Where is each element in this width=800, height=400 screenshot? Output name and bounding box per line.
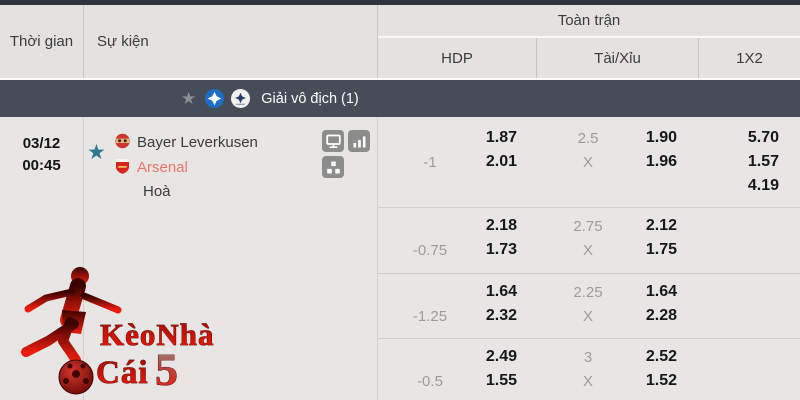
odd-value-under[interactable]: 2.28 [645,307,677,324]
odds-row: 1.64 -1.25 2.32 2.25 1.64 X 2.28 [378,280,800,328]
odd-value-over[interactable]: 2.12 [645,217,677,234]
odd-value-hdp-away[interactable]: 1.73 [485,241,517,258]
watermark-digit-5: 5 [155,344,178,395]
odds-table-body: 03/12 00:45 ★ Bayer Leverkusen Arsenal H… [0,117,800,400]
monitor-icon [325,134,341,148]
odd-value-over[interactable]: 2.52 [645,348,677,365]
odd-value-hdp-home[interactable]: 2.18 [485,217,517,234]
hdp-cell: 1.64 -1.25 2.32 [378,280,536,328]
odd-value-over[interactable]: 1.64 [645,283,677,300]
odd-value-1x2-draw[interactable]: 1.57 [747,153,779,170]
column-header-event: Sự kiện [97,33,149,50]
over-under-cell: 2.25 1.64 X 2.28 [536,280,698,328]
home-team-name[interactable]: Bayer Leverkusen [137,134,258,151]
over-under-cell: 2.75 2.12 X 1.75 [536,214,698,262]
odd-value-under[interactable]: 1.52 [645,372,677,389]
header-divider [83,5,84,78]
table-header: Thời gian Sự kiện Toàn trận HDP Tài/Xỉu … [0,5,800,78]
odd-value-hdp-home[interactable]: 2.49 [485,348,517,365]
ou-line-label: 2.75 [573,217,603,235]
watermark-text-cai: Cái [96,355,149,391]
row-separator [378,207,800,208]
odd-value-hdp-home[interactable]: 1.87 [485,129,517,146]
over-under-cell: 3 2.52 X 1.52 [536,345,698,393]
match-kickoff-time: 00:45 [22,157,61,174]
odds-row: 1.87 -1 2.01 2.5 1.90 X 1.96 5.70 1.57 4.19 [378,126,800,198]
ou-x-label: X [582,153,593,171]
champions-league-ball-icon [205,89,225,108]
favorite-star-icon[interactable]: ★ [181,89,197,108]
hdp-line-label: -1.25 [412,307,448,325]
ou-x-label: X [582,372,593,390]
row-separator [378,338,800,339]
live-tv-button[interactable] [322,130,344,152]
column-header-full-match: Toàn trận [557,12,621,29]
column-header-time: Thời gian [9,33,74,50]
body-divider [83,117,84,400]
hdp-line-label: -1 [423,153,437,171]
match-datetime: 03/12 00:45 [0,133,83,177]
1x2-cell [698,280,800,328]
hdp-line-label: -0.75 [412,241,448,259]
column-header-over-under: Tài/Xỉu [536,38,698,78]
league-badge-icon [231,89,251,108]
header-divider [378,36,800,38]
odd-value-1x2-home[interactable]: 5.70 [747,129,779,146]
odds-row: 2.49 -0.5 1.55 3 2.52 X 1.52 [378,345,800,393]
bar-chart-icon [353,136,365,147]
ou-x-label: X [582,241,593,259]
odd-value-1x2-away[interactable]: 4.19 [747,177,779,194]
odd-value-over[interactable]: 1.90 [645,129,677,146]
odd-value-hdp-away[interactable]: 2.32 [485,307,517,324]
soccer-ball [58,359,94,395]
column-header-hdp: HDP [441,49,473,67]
odd-value-hdp-home[interactable]: 1.64 [485,283,517,300]
ou-line-label: 3 [583,348,593,366]
over-under-cell: 2.5 1.90 X 1.96 [536,126,698,198]
home-team-logo [115,133,130,149]
row-separator [378,273,800,274]
ou-line-label: 2.25 [573,283,603,301]
market-subheader-row: HDP Tài/Xỉu 1X2 [378,38,800,78]
body-divider [377,117,378,400]
match-date: 03/12 [22,135,61,152]
league-name: Giải vô địch (1) [261,90,359,107]
watermark-text-keonha: KèoNhà [100,317,215,352]
odd-value-under[interactable]: 1.75 [645,241,677,258]
keonhacai-watermark-logo: KèoNhà Cái 5 [21,267,215,395]
hdp-line-label: -0.5 [417,372,443,390]
league-header-bar[interactable]: ★ Giải vô địch (1) [0,78,800,117]
lineup-button[interactable] [322,156,344,178]
1x2-cell [698,345,800,393]
top-strip [0,0,800,5]
odd-value-under[interactable]: 1.96 [645,153,677,170]
away-team-logo [116,159,129,174]
odd-value-hdp-away[interactable]: 2.01 [485,153,517,170]
sitemap-icon [326,161,340,173]
hdp-cell: 2.49 -0.5 1.55 [378,345,536,393]
match-favorite-star-icon[interactable]: ★ [87,141,106,164]
odds-grid: 1.87 -1 2.01 2.5 1.90 X 1.96 5.70 1.57 4.19… [378,117,800,400]
away-team-name[interactable]: Arsenal [137,159,188,176]
statistics-button[interactable] [348,130,370,152]
hdp-cell: 1.87 -1 2.01 [378,126,536,198]
odds-row: 2.18 -0.75 1.73 2.75 2.12 X 1.75 [378,214,800,262]
1x2-cell: 5.70 1.57 4.19 [698,126,800,198]
soccer-player-silhouette [21,267,122,365]
hdp-cell: 2.18 -0.75 1.73 [378,214,536,262]
ou-line-label: 2.5 [577,129,599,147]
1x2-cell [698,214,800,262]
ou-x-label: X [582,307,593,325]
header-divider [377,5,378,78]
draw-label: Hoà [143,183,171,200]
column-header-1x2: 1X2 [698,38,800,78]
odd-value-hdp-away[interactable]: 1.55 [485,372,517,389]
